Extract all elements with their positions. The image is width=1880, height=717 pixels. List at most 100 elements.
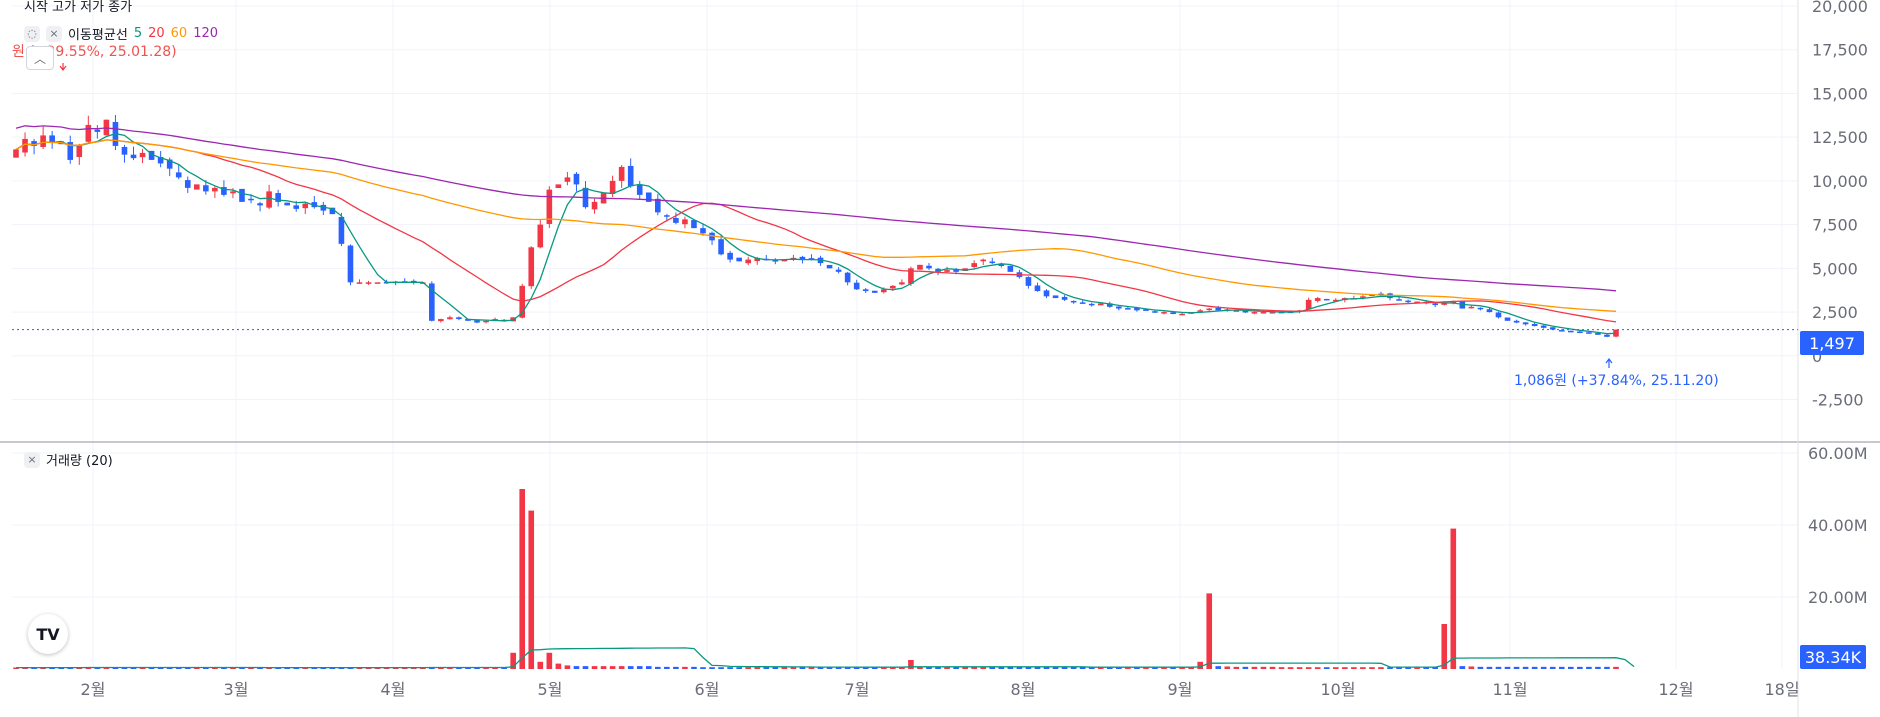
candle-body	[1586, 332, 1592, 334]
volume-bar	[1441, 624, 1448, 669]
volume-bar	[1387, 667, 1393, 669]
candle-body	[890, 285, 896, 289]
volume-bar	[980, 667, 987, 669]
close-icon[interactable]: ×	[24, 451, 40, 468]
volume-bar	[1595, 666, 1601, 669]
volume-bar	[1242, 666, 1249, 669]
volume-bar	[166, 667, 173, 669]
candle-body	[1052, 295, 1059, 299]
candle-body	[718, 239, 724, 255]
volume-bar	[1378, 667, 1384, 669]
volume-bar	[248, 667, 254, 669]
eye-off-icon[interactable]: ◌	[24, 25, 40, 42]
volume-bar	[1477, 666, 1484, 669]
close-icon[interactable]: ×	[46, 25, 62, 42]
candle-body	[1206, 308, 1213, 311]
tradingview-logo[interactable]: TV	[28, 614, 68, 654]
volume-bar	[1468, 666, 1475, 669]
candle-body	[691, 220, 697, 229]
candle-body	[1369, 294, 1375, 297]
volume-bar	[899, 667, 905, 669]
volume-bar	[311, 667, 318, 669]
volume-bar	[1360, 667, 1366, 669]
candle-body	[754, 257, 761, 262]
ma-60: 60	[170, 26, 188, 41]
month-tick-label: 7월	[845, 680, 870, 699]
candle-body	[591, 201, 598, 210]
volume-bar	[1405, 667, 1411, 669]
last-volume-tag: 38.34K	[1800, 645, 1866, 669]
candle-body	[1152, 311, 1158, 313]
candle-body	[555, 184, 562, 188]
volume-bar	[664, 666, 670, 669]
volume-bar	[212, 667, 218, 669]
candle-body	[284, 202, 290, 206]
volume-bar	[76, 667, 83, 669]
volume-bar	[257, 667, 263, 669]
candle-body	[157, 156, 164, 164]
volume-bar	[1414, 667, 1420, 669]
volume-bar	[1323, 667, 1330, 669]
candle-body	[221, 187, 227, 195]
volume-bar	[49, 667, 55, 669]
price-tick-label: 17,500	[1812, 41, 1868, 60]
volume-bar	[1016, 667, 1023, 669]
chevron-up-icon[interactable]: ︿	[26, 46, 54, 70]
volume-bar	[1504, 666, 1511, 669]
month-tick-label: 3월	[224, 680, 249, 699]
candle-body	[673, 217, 679, 223]
candle-body	[835, 269, 842, 272]
volume-bar	[112, 667, 119, 669]
candle-body	[1414, 301, 1420, 304]
candle-body	[1007, 265, 1014, 272]
volume-bar	[1170, 667, 1176, 669]
candle-body	[1034, 285, 1041, 292]
volume-bar	[410, 667, 417, 669]
volume-bar	[1125, 667, 1131, 669]
candle-body	[537, 224, 544, 248]
candle-body	[175, 172, 182, 178]
price-tick-label: 15,000	[1812, 84, 1868, 103]
price-tick-label: 5,000	[1812, 259, 1858, 278]
volume-ma-line	[16, 647, 1635, 669]
candle-body	[1450, 301, 1457, 304]
volume-bar	[1558, 666, 1565, 669]
candle-body	[329, 207, 336, 215]
month-tick-label: 9월	[1168, 680, 1193, 699]
candle-body	[1396, 299, 1402, 301]
volume-bar	[908, 660, 914, 669]
volume-bar	[1152, 667, 1158, 669]
candle-body	[1577, 331, 1583, 334]
candle-body	[989, 261, 996, 264]
volume-bar	[1079, 667, 1086, 669]
candle-body	[655, 198, 661, 213]
candle-body	[1170, 312, 1176, 315]
candle-body	[980, 259, 987, 262]
candle-body	[1468, 306, 1475, 309]
volume-bar	[184, 667, 191, 669]
candle-body	[447, 317, 453, 320]
ma20-line	[15, 139, 1617, 323]
candle-body	[148, 150, 155, 160]
candle-body	[1061, 296, 1068, 300]
candle-body	[1251, 312, 1258, 314]
price-tick-label: 7,500	[1812, 216, 1858, 235]
candle-body	[998, 264, 1005, 266]
candle-body	[645, 192, 652, 202]
candle-body	[1568, 330, 1574, 333]
candle-body	[1215, 307, 1222, 311]
volume-bar	[221, 667, 227, 669]
volume-bar	[519, 489, 526, 669]
volume-bar	[582, 666, 589, 669]
volume-bar	[790, 667, 797, 669]
volume-bar	[1332, 667, 1339, 669]
volume-bar	[94, 667, 101, 669]
volume-bar	[266, 667, 272, 669]
candle-body	[1522, 322, 1529, 325]
candle-body	[1025, 277, 1032, 286]
volume-bar	[392, 667, 399, 669]
candle-body	[338, 216, 345, 244]
candle-body	[745, 259, 752, 264]
